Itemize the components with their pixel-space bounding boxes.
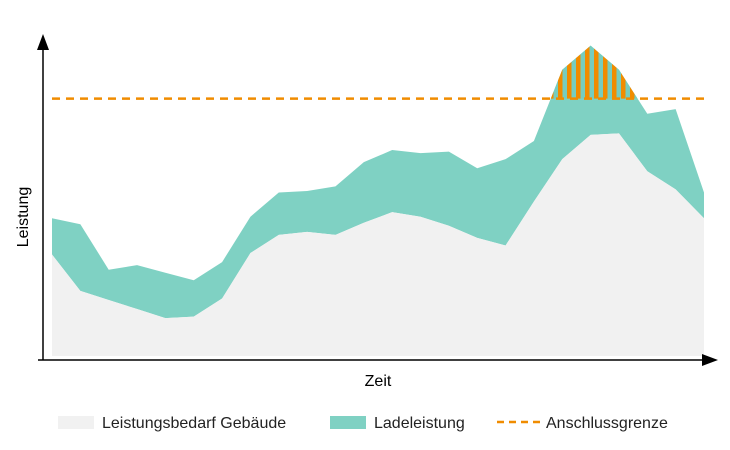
legend: Leistungsbedarf Gebäude Ladeleistung Ans… [58,415,668,432]
x-axis-arrow-icon [702,354,718,366]
legend-swatch-charging [330,416,366,429]
overload-area [550,45,638,99]
legend-label-building: Leistungsbedarf Gebäude [102,415,286,432]
x-axis-label: Zeit [365,373,392,390]
y-axis-arrow-icon [37,34,49,50]
axes [37,34,718,366]
series-area-leistungsbedarf [52,133,704,356]
legend-swatch-building [58,416,94,429]
series-area-ladeleistung [52,45,704,319]
areas-layer [52,45,704,356]
y-axis-label: Leistung [15,187,32,248]
legend-label-charging: Ladeleistung [374,415,465,432]
legend-label-limit: Anschlussgrenze [546,415,668,432]
